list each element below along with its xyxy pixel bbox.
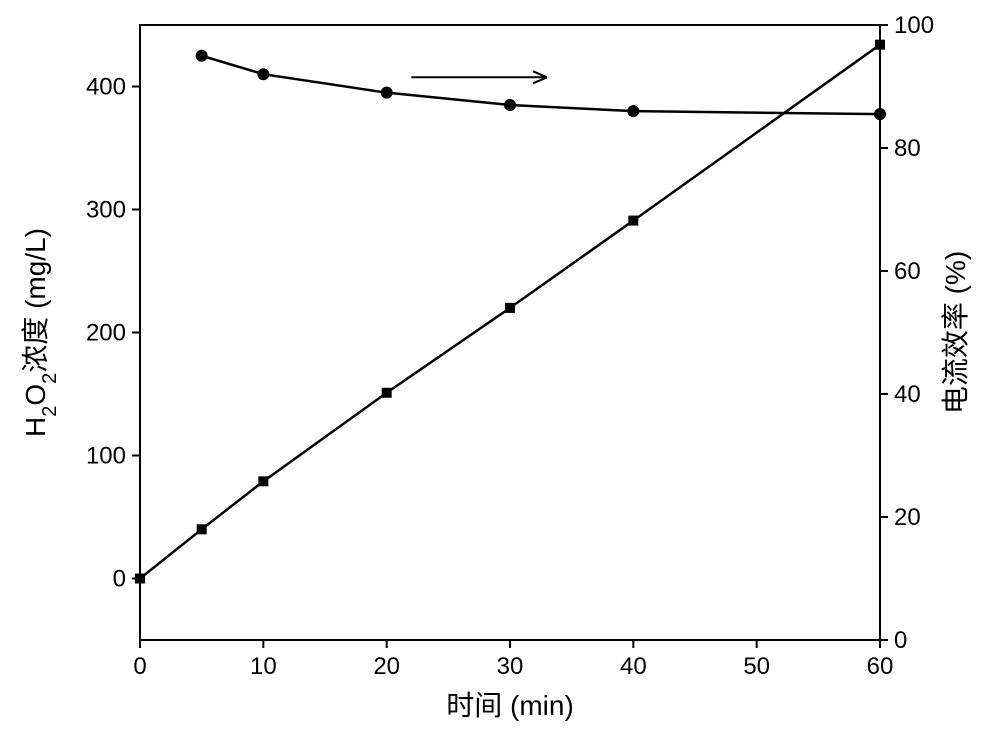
y-left-tick-label: 400 — [86, 74, 126, 101]
y-right-tick-label: 20 — [894, 504, 921, 531]
y-right-axis-label: 电流效率 (%) — [940, 251, 971, 414]
y-left-tick-label: 200 — [86, 320, 126, 347]
y-left-tick-label: 0 — [113, 566, 126, 593]
y-right-tick-label: 40 — [894, 381, 921, 408]
plot-frame — [140, 25, 880, 640]
x-tick-label: 50 — [743, 653, 770, 680]
concentration-marker — [628, 216, 638, 226]
y-left-tick-label: 100 — [86, 443, 126, 470]
chart-svg: 0102030405060时间 (min)0100200300400H2O2浓度… — [0, 0, 1000, 750]
x-tick-label: 0 — [133, 653, 146, 680]
concentration-marker — [875, 40, 885, 50]
efficiency-marker — [504, 99, 516, 111]
efficiency-line — [202, 56, 880, 114]
y-right-tick-label: 60 — [894, 258, 921, 285]
concentration-marker — [382, 388, 392, 398]
concentration-marker — [505, 303, 515, 313]
concentration-marker — [258, 476, 268, 486]
x-axis-label: 时间 (min) — [446, 690, 574, 721]
concentration-marker — [197, 524, 207, 534]
y-right-tick-label: 80 — [894, 135, 921, 162]
x-tick-label: 30 — [497, 653, 524, 680]
efficiency-marker — [874, 108, 886, 120]
y-right-tick-label: 0 — [894, 627, 907, 654]
x-tick-label: 10 — [250, 653, 277, 680]
efficiency-marker — [627, 105, 639, 117]
x-tick-label: 60 — [867, 653, 894, 680]
y-left-tick-label: 300 — [86, 197, 126, 224]
efficiency-marker — [196, 50, 208, 62]
concentration-marker — [135, 574, 145, 584]
y-left-axis-label: H2O2浓度 (mg/L) — [20, 228, 61, 437]
efficiency-marker — [381, 87, 393, 99]
y-right-tick-label: 100 — [894, 12, 934, 39]
chart-container: 0102030405060时间 (min)0100200300400H2O2浓度… — [0, 0, 1000, 750]
efficiency-marker — [257, 68, 269, 80]
x-tick-label: 40 — [620, 653, 647, 680]
x-tick-label: 20 — [373, 653, 400, 680]
